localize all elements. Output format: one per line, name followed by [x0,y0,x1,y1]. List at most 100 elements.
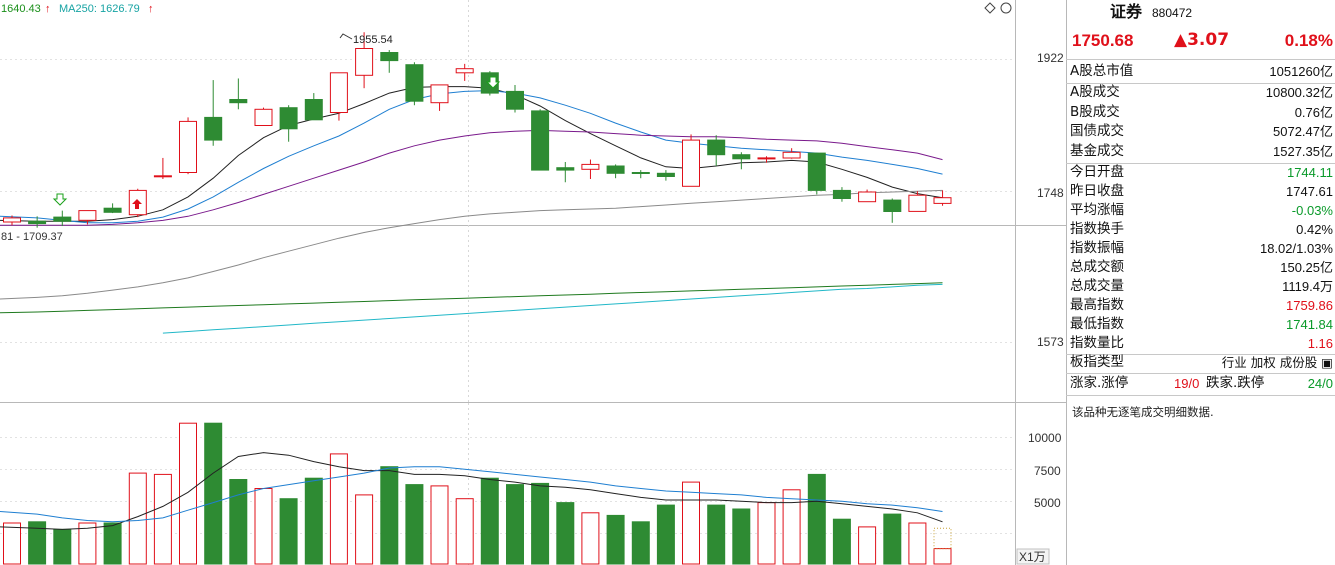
candle [556,161,575,183]
volume-bar [556,502,575,565]
candle [103,203,122,214]
candle [380,50,399,73]
turnover-value: 10800.32亿 [1265,85,1333,100]
turnover-value: 1527.35亿 [1273,143,1333,159]
ma250-label: MA250: 1626.79 [59,3,140,15]
candle [656,170,675,181]
volume-bar [28,521,47,565]
stat-row: 最高指数 1759.86 [1070,296,1333,315]
turnover-label: 基金成交 [1070,142,1124,159]
volume-tick-10000: 10000 [1028,431,1062,445]
volume-bar [757,502,776,565]
ma-value-arrow: ↑ [45,3,51,15]
stat-row: 今日开盘 1744.11 [1070,163,1333,182]
stat-row: 昨日收盘 1747.61 [1070,182,1333,201]
stat-value: 1747.61 [1286,184,1333,199]
volume-bar [329,453,348,565]
candle-body [254,108,273,127]
sell-signal-arrow-1 [52,193,68,206]
price-tick-1922: 1922 [1037,51,1064,65]
last-price: 1750.68 [1072,31,1134,50]
diamond-icon[interactable] [984,2,996,14]
candle-body [405,64,424,102]
turnover-label: A股成交 [1070,84,1120,100]
stat-row: 总成交额 150.25亿 [1070,258,1333,277]
stat-label: 指数振幅 [1070,240,1124,256]
stat-label: 总成交额 [1070,259,1124,275]
turnover-value: 5072.47亿 [1273,124,1333,139]
candle [581,159,600,180]
volume-bar [883,513,902,565]
candle-body [380,52,399,62]
stat-label: 最高指数 [1070,297,1124,313]
turnover-row: 基金成交 1527.35亿 [1070,142,1333,161]
candle [405,62,424,106]
candle [707,135,726,167]
volume-bar [179,422,197,565]
candle [807,152,826,195]
volume-tick-5000: 5000 [1034,496,1061,510]
price-percent: 0.18% [1284,31,1333,50]
volume-bar [53,528,72,565]
market-cap-value: 1051260亿 [1269,64,1333,79]
candle [506,84,524,113]
stat-value: 1741.84 [1286,317,1333,332]
volume-bar [128,472,147,565]
candle-body [908,194,927,212]
price-tick-1573: 1573 [1037,335,1064,349]
turnover-label: 国债成交 [1070,123,1124,139]
stat-row: 指数量比 1.16 [1070,334,1333,353]
volume-bar [78,522,97,565]
candle-body [78,210,97,221]
price-tick-1748: 1748 [1037,186,1064,200]
volume-estimate-outline [933,527,952,550]
stat-value: 1119.4万 [1282,279,1333,294]
candle-body [153,175,172,178]
candle-body [103,207,122,213]
candle-body [229,99,248,104]
candle [531,109,550,171]
candle-body [782,151,801,159]
sell-signal-arrow-2 [485,76,501,89]
volume-ma-line-black [0,452,943,530]
candle-body [556,167,575,171]
circle-icon[interactable] [1000,2,1012,14]
stat-label: 总成交量 [1070,278,1124,294]
board-type-value[interactable]: 行业 加权 成份股 ▣ [1221,355,1333,370]
volume-tick-7500: 7500 [1034,464,1061,478]
candle-body [430,84,449,104]
candle-body [732,154,751,160]
candle [78,210,97,225]
volume-bar [455,498,474,565]
candle [631,170,650,179]
range-label: 81 - 1709.37 [1,231,63,243]
candle [883,198,902,223]
candle [179,117,197,175]
candle-body [933,197,952,204]
turnover-value: 0.76亿 [1294,104,1333,120]
rise-value: 19/0 [1174,376,1200,391]
volume-bar [707,504,726,565]
volume-bar [279,498,298,565]
volume-bar [682,481,700,565]
ma-line-gray [0,189,943,300]
candle-body [53,216,72,222]
candle [858,189,877,203]
candle-body [656,172,675,178]
volume-bar [380,466,399,565]
info-panel: 证券 880472 1750.68 ▲3.07 0.18% A股总市值 1051… [1066,0,1335,565]
candle-body [179,120,197,173]
volume-bar [832,518,851,565]
candlesticks [3,32,952,228]
stat-value: -0.03% [1291,203,1333,218]
stat-value: 18.02/1.03% [1259,241,1333,256]
stat-value: 1759.86 [1286,298,1333,313]
stat-label: 指数量比 [1070,335,1124,351]
volume-bar [531,482,550,565]
candle [908,191,927,212]
candle-body [531,110,550,171]
candle [933,190,952,206]
fall-label: 跌家.跌停 [1206,375,1265,391]
peak-price-label: 1955.54 [353,34,393,46]
candle-body [858,191,877,203]
